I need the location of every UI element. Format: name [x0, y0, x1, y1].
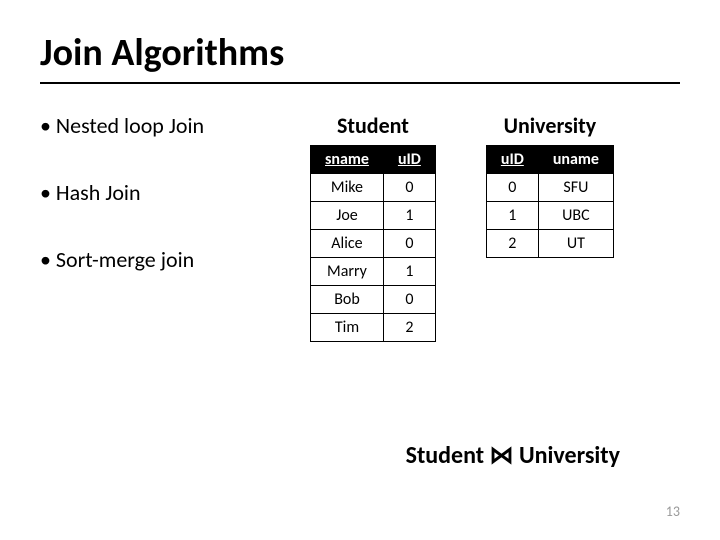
table-cell: 1: [486, 202, 538, 230]
table-cell: 1: [383, 202, 435, 230]
table-cell: Mike: [311, 174, 384, 202]
table-header-row: sname uID: [311, 146, 436, 174]
university-table-block: University uID uname 0 SFU 1 UBC: [486, 112, 614, 342]
bullet-item: • Nested loop Join: [40, 112, 270, 139]
bullet-list: • Nested loop Join • Hash Join • Sort-me…: [40, 112, 270, 342]
table-row: 0 SFU: [486, 174, 613, 202]
content-area: • Nested loop Join • Hash Join • Sort-me…: [40, 112, 680, 342]
table-header: uname: [538, 146, 613, 174]
table-row: Tim 2: [311, 314, 436, 342]
table-cell: 1: [383, 258, 435, 286]
table-row: Mike 0: [311, 174, 436, 202]
table-row: Alice 0: [311, 230, 436, 258]
bullet-item: • Hash Join: [40, 179, 270, 206]
table-header-row: uID uname: [486, 146, 613, 174]
table-header: uID: [486, 146, 538, 174]
student-table-block: Student sname uID Mike 0 Joe 1: [310, 112, 436, 342]
table-cell: 2: [383, 314, 435, 342]
table-cell: 0: [383, 286, 435, 314]
page-number: 13: [666, 503, 680, 520]
table-row: Joe 1: [311, 202, 436, 230]
table-row: Marry 1: [311, 258, 436, 286]
table-row: Bob 0: [311, 286, 436, 314]
table-cell: 2: [486, 230, 538, 258]
tables-area: Student sname uID Mike 0 Joe 1: [310, 112, 614, 342]
slide-title: Join Algorithms: [40, 30, 680, 76]
table-cell: 0: [383, 174, 435, 202]
table-cell: Marry: [311, 258, 384, 286]
table-cell: 0: [486, 174, 538, 202]
table-cell: 0: [383, 230, 435, 258]
student-table-title: Student: [337, 112, 409, 139]
table-cell: UT: [538, 230, 613, 258]
table-row: 1 UBC: [486, 202, 613, 230]
table-row: 2 UT: [486, 230, 613, 258]
student-table: sname uID Mike 0 Joe 1 Alice 0: [310, 145, 436, 342]
university-table-title: University: [504, 112, 597, 139]
table-cell: UBC: [538, 202, 613, 230]
join-expression: Student ⋈ University: [406, 441, 620, 470]
table-header: sname: [311, 146, 384, 174]
title-underline: [40, 82, 680, 84]
university-table: uID uname 0 SFU 1 UBC 2 UT: [486, 145, 614, 258]
table-header: uID: [383, 146, 435, 174]
table-cell: SFU: [538, 174, 613, 202]
table-cell: Joe: [311, 202, 384, 230]
table-cell: Alice: [311, 230, 384, 258]
table-cell: Bob: [311, 286, 384, 314]
bullet-item: • Sort-merge join: [40, 246, 270, 273]
table-cell: Tim: [311, 314, 384, 342]
